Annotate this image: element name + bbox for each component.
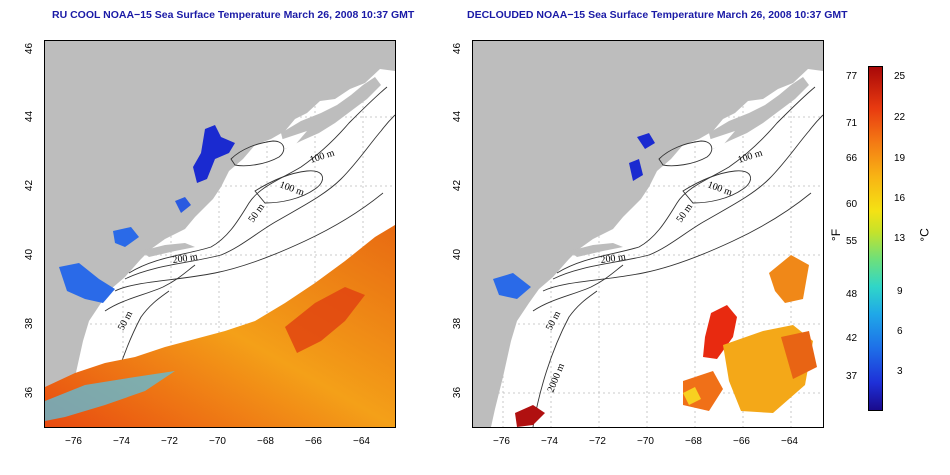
colorbar-f-tick-42: 42 — [846, 333, 858, 344]
left-map-title: RU COOL NOAA−15 Sea Surface Temperature … — [52, 9, 415, 21]
contour-label-200m: 200 m — [600, 252, 627, 266]
x-tick-right-64: −64 — [781, 436, 798, 447]
nova-scotia — [709, 77, 809, 149]
y-tick-right-36: 36 — [452, 386, 464, 399]
y-tick-right-42: 42 — [452, 179, 464, 192]
land-mass — [45, 41, 395, 427]
y-tick-right-44: 44 — [452, 110, 464, 123]
colorbar-c-tick-19: 19 — [894, 153, 906, 164]
long-island — [141, 243, 195, 257]
sst-warm-field — [45, 225, 395, 427]
contour-label-50m-shelf: 50 m — [116, 309, 135, 332]
x-tick-left-70: −70 — [209, 436, 226, 447]
colorbar-f-tick-55: 55 — [846, 236, 858, 247]
bay-of-fundy — [271, 131, 307, 151]
colorbar-c-tick-13: 13 — [894, 233, 906, 244]
sst-cold-patches — [493, 133, 655, 299]
x-tick-left-72: −72 — [161, 436, 178, 447]
long-island — [569, 243, 623, 257]
sst-cool-streaks — [45, 371, 175, 421]
contour-label-50m-shelf: 50 m — [544, 309, 563, 332]
bay-of-fundy — [699, 131, 735, 151]
colorbar-f-tick-66: 66 — [846, 153, 858, 164]
temperature-colorbar — [868, 66, 883, 411]
y-tick-left-42: 42 — [24, 179, 36, 192]
contour-label-100m-south: 100 m — [706, 179, 734, 198]
x-tick-right-76: −76 — [493, 436, 510, 447]
y-tick-right-38: 38 — [452, 317, 464, 330]
x-tick-left-76: −76 — [65, 436, 82, 447]
sst-warm-patches — [515, 255, 817, 427]
y-tick-left-36: 36 — [24, 386, 36, 399]
colorbar-unit-fahrenheit: °F — [829, 228, 844, 242]
x-tick-right-68: −68 — [685, 436, 702, 447]
contour-label-100m-north: 100 m — [737, 148, 765, 166]
y-tick-left-40: 40 — [24, 248, 36, 261]
x-tick-right-72: −72 — [589, 436, 606, 447]
sst-map-left: 100 m 100 m 50 m 200 m 50 m 2000 m — [45, 41, 395, 427]
x-tick-left-66: −66 — [305, 436, 322, 447]
contour-label-2000m: 2000 m — [546, 362, 568, 394]
colorbar-c-tick-3: 3 — [897, 366, 903, 377]
contour-label-50m-bank: 50 m — [246, 202, 267, 225]
sst-gulf-stream-core — [285, 287, 365, 353]
colorbar-c-tick-9: 9 — [897, 286, 903, 297]
x-tick-right-74: −74 — [541, 436, 558, 447]
colorbar-c-tick-6: 6 — [897, 326, 903, 337]
x-tick-right-70: −70 — [637, 436, 654, 447]
land-mass — [473, 41, 823, 427]
colorbar-f-tick-77: 77 — [846, 71, 858, 82]
contour-label-200m: 200 m — [172, 252, 199, 266]
sst-map-panel-right: 100 m 100 m 50 m 200 m 50 m 2000 m — [472, 40, 824, 428]
colorbar-c-tick-25: 25 — [894, 71, 906, 82]
contour-label-100m-south: 100 m — [278, 179, 306, 198]
isobath-contours — [532, 86, 823, 427]
colorbar-c-tick-22: 22 — [894, 112, 906, 123]
colorbar-unit-celsius: °C — [917, 228, 932, 242]
sst-map-right: 100 m 100 m 50 m 200 m 50 m 2000 m — [473, 41, 823, 427]
x-tick-left-68: −68 — [257, 436, 274, 447]
contour-label-100m-north: 100 m — [309, 148, 337, 166]
x-tick-left-64: −64 — [353, 436, 370, 447]
right-map-title: DECLOUDED NOAA−15 Sea Surface Temperatur… — [467, 9, 848, 21]
colorbar-f-tick-37: 37 — [846, 371, 858, 382]
colorbar-f-tick-48: 48 — [846, 289, 858, 300]
sst-map-panel-left: 100 m 100 m 50 m 200 m 50 m 2000 m — [44, 40, 396, 428]
y-tick-left-46: 46 — [24, 42, 36, 55]
x-tick-right-66: −66 — [733, 436, 750, 447]
contour-label-50m-bank: 50 m — [674, 202, 695, 225]
nova-scotia — [281, 77, 381, 149]
colorbar-f-tick-71: 71 — [846, 118, 858, 129]
y-tick-right-40: 40 — [452, 248, 464, 261]
colorbar-c-tick-16: 16 — [894, 193, 906, 204]
y-tick-left-44: 44 — [24, 110, 36, 123]
y-tick-right-46: 46 — [452, 42, 464, 55]
y-tick-left-38: 38 — [24, 317, 36, 330]
colorbar-f-tick-60: 60 — [846, 199, 858, 210]
x-tick-left-74: −74 — [113, 436, 130, 447]
sst-cold-patches — [59, 125, 235, 303]
